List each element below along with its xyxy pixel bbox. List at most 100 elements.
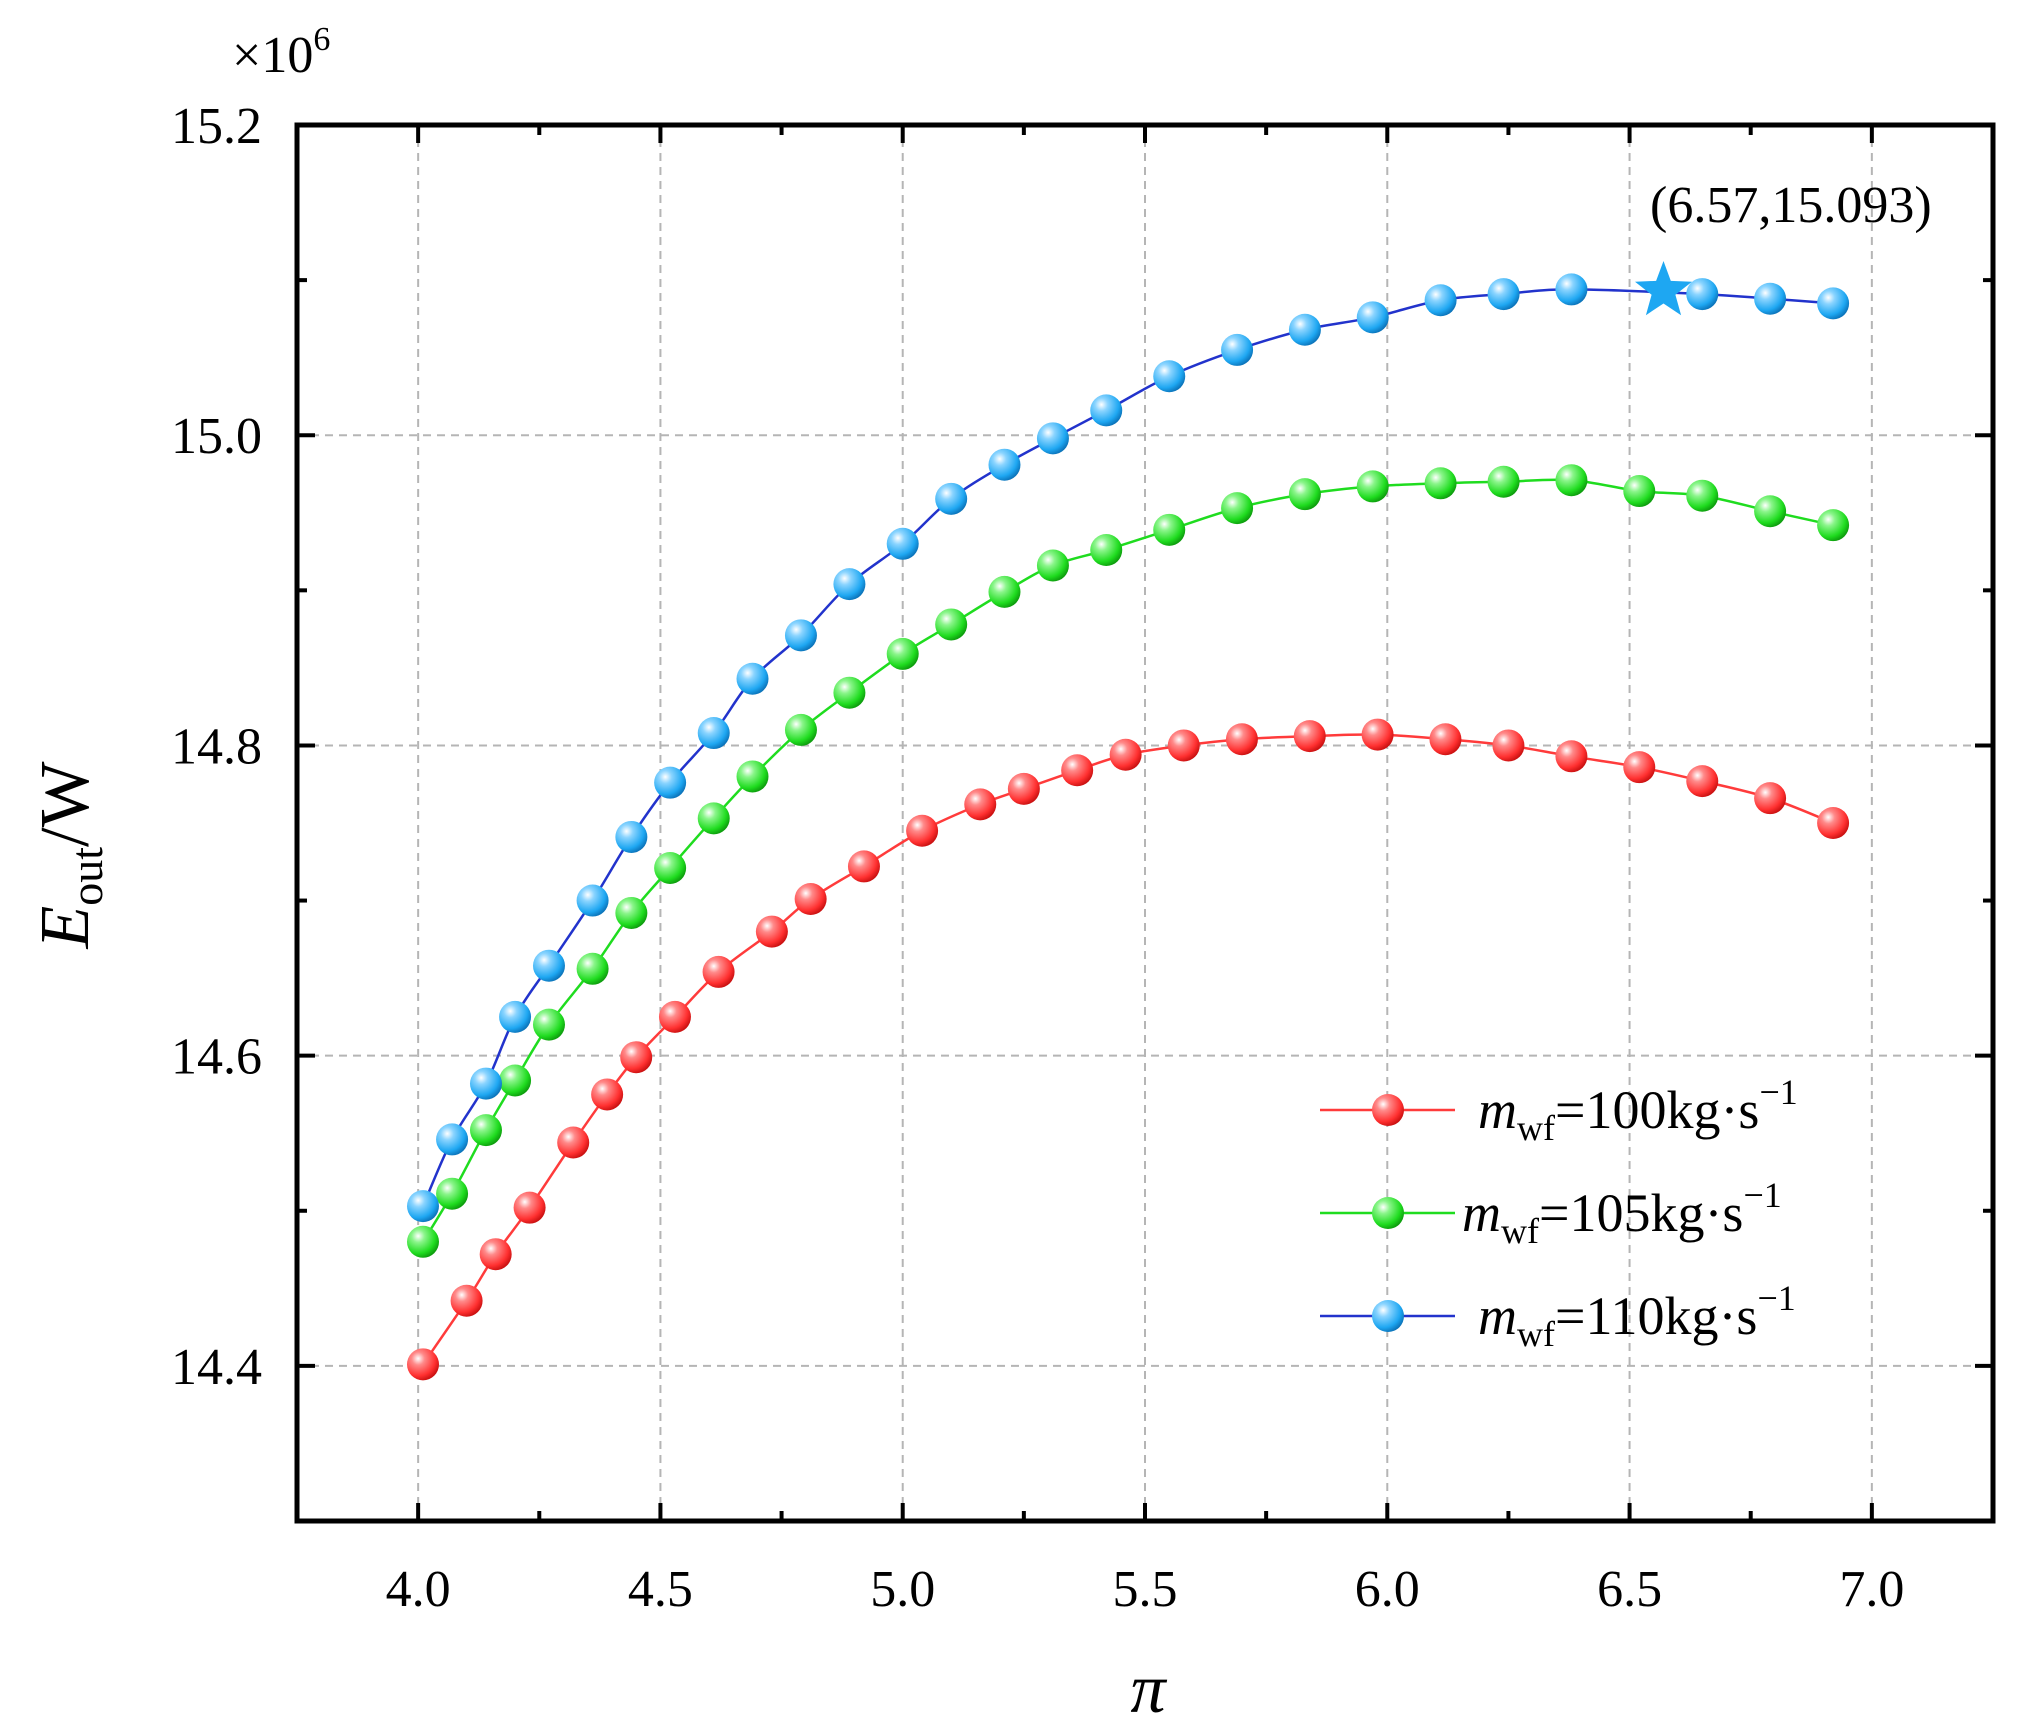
- point-105: [1555, 464, 1588, 497]
- point-110: [469, 1067, 502, 1100]
- series-105: [406, 464, 1850, 1258]
- point-110: [406, 1190, 439, 1223]
- point-100: [1623, 751, 1656, 784]
- point-110: [1817, 287, 1850, 320]
- point-110: [935, 482, 968, 515]
- point-105: [436, 1177, 469, 1210]
- point-105: [833, 676, 866, 709]
- highlight-star-marker: [1635, 261, 1692, 316]
- y-axis-title: Eout/W: [27, 761, 112, 949]
- x-tick-label: 5.5: [1113, 1561, 1178, 1618]
- point-100: [1429, 723, 1462, 756]
- point-100: [591, 1078, 624, 1111]
- point-110: [784, 619, 817, 652]
- y-tick-labels: 14.4 14.6 14.8 15.0 15.2: [171, 98, 262, 1396]
- point-105: [499, 1064, 532, 1097]
- point-105: [532, 1008, 565, 1041]
- point-105: [654, 851, 687, 884]
- point-100: [658, 1000, 691, 1033]
- point-105: [1153, 513, 1186, 546]
- point-110: [1036, 422, 1069, 455]
- point-110: [576, 884, 609, 917]
- legend-eq-110: =110kg·s: [1555, 1286, 1757, 1346]
- point-105: [1424, 467, 1457, 500]
- x-tick-labels: 4.0 4.5 5.0 5.5 6.0 6.5 7.0: [386, 1561, 1905, 1618]
- point-105: [1817, 509, 1850, 542]
- point-100: [1167, 729, 1200, 762]
- legend-sub-110: wf: [1517, 1314, 1555, 1354]
- point-100: [1555, 740, 1588, 773]
- point-105: [1036, 549, 1069, 582]
- point-105: [1356, 470, 1389, 503]
- point-100: [1061, 754, 1094, 787]
- point-105: [1221, 492, 1254, 525]
- y-tick-label: 14.4: [171, 1339, 262, 1396]
- point-110: [1555, 273, 1588, 306]
- point-100: [702, 955, 735, 988]
- legend-entry-110: mwf=110kg·s−1: [1320, 1278, 1796, 1354]
- point-100: [964, 788, 997, 821]
- y-tick-label: 15.2: [171, 98, 262, 155]
- y-tick-label: 14.8: [171, 718, 262, 775]
- legend-marker-105: [1372, 1197, 1404, 1229]
- x-tick-label: 4.5: [628, 1561, 693, 1618]
- point-100: [513, 1191, 546, 1224]
- point-110: [833, 568, 866, 601]
- point-100: [794, 883, 827, 916]
- point-100: [906, 814, 939, 847]
- point-110: [1424, 284, 1457, 317]
- point-110: [1090, 394, 1123, 427]
- point-105: [988, 575, 1021, 608]
- y-multiplier: ×106: [232, 21, 330, 84]
- x-tick-label: 7.0: [1839, 1561, 1904, 1618]
- point-110: [1288, 313, 1321, 346]
- legend-sup-100: −1: [1759, 1072, 1797, 1112]
- point-110: [736, 662, 769, 695]
- plot-frame: [294, 122, 1996, 1524]
- point-110: [1754, 282, 1787, 315]
- point-100: [1293, 720, 1326, 753]
- point-105: [1090, 534, 1123, 567]
- x-tick-label: 6.0: [1355, 1561, 1420, 1618]
- point-110: [886, 527, 919, 560]
- legend-sym-105: m: [1462, 1183, 1501, 1243]
- point-110: [654, 766, 687, 799]
- legend-marker-100: [1372, 1094, 1404, 1126]
- y-axis-title-sub: out: [61, 847, 112, 906]
- legend-eq-105: =105kg·s: [1539, 1183, 1743, 1243]
- point-105: [1623, 475, 1656, 508]
- legend-entry-100: mwf=100kg·s−1: [1320, 1072, 1798, 1148]
- point-105: [1754, 495, 1787, 528]
- point-105: [1288, 478, 1321, 511]
- point-100: [557, 1126, 590, 1159]
- point-110: [1686, 278, 1719, 311]
- legend-sup-105: −1: [1743, 1175, 1781, 1215]
- point-110: [615, 820, 648, 853]
- point-110: [1221, 333, 1254, 366]
- point-110: [532, 949, 565, 982]
- y-multiplier-base: ×10: [232, 27, 313, 84]
- x-tick-label: 5.0: [870, 1561, 935, 1618]
- point-105: [784, 713, 817, 746]
- legend-label-100: mwf=100kg·s−1: [1478, 1072, 1798, 1148]
- y-axis-title-main: E: [27, 906, 104, 950]
- legend-sub-105: wf: [1501, 1211, 1539, 1251]
- point-105: [1487, 465, 1520, 498]
- point-100: [1492, 729, 1525, 762]
- grid: [297, 125, 1993, 1521]
- y-tick-label: 14.6: [171, 1029, 262, 1086]
- point-110: [436, 1123, 469, 1156]
- legend: mwf=100kg·s−1 mwf=105kg·s−1 mwf=110kg·s−…: [1320, 1072, 1798, 1354]
- legend-sym-110: m: [1478, 1286, 1517, 1346]
- point-105: [886, 637, 919, 670]
- series-line-105: [421, 478, 1834, 1243]
- y-tick-label: 15.0: [171, 408, 262, 465]
- point-110: [988, 448, 1021, 481]
- legend-sub-100: wf: [1517, 1108, 1555, 1148]
- point-110: [1487, 278, 1520, 311]
- point-110: [1356, 301, 1389, 334]
- series-layer: [406, 273, 1850, 1381]
- point-100: [755, 915, 788, 948]
- y-multiplier-exp: 6: [313, 21, 330, 58]
